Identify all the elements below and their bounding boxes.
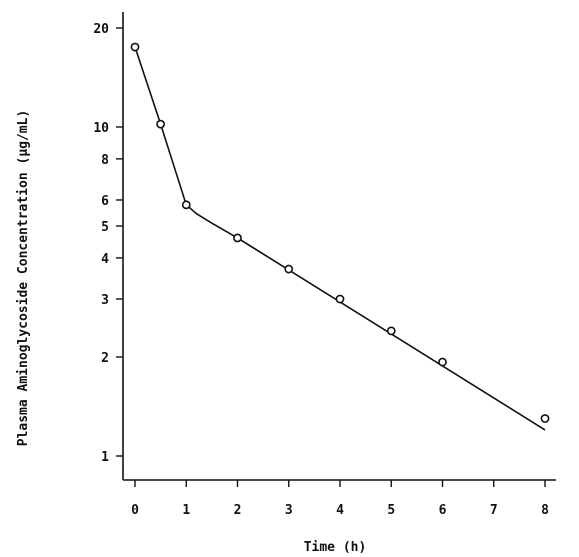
data-markers [130,42,550,423]
data-point [386,326,396,336]
ticks: 0 1 2 3 4 5 6 7 8 1 2 3 4 5 6 8 10 20 [93,22,549,518]
y-tick-label: 3 [101,293,109,308]
data-point [284,264,294,274]
y-tick-label: 5 [101,220,109,235]
fit-curve [134,46,546,431]
y-tick-label: 8 [101,153,109,168]
y-tick-label: 1 [101,450,109,465]
data-point [181,200,191,210]
data-point [130,42,140,52]
x-tick-label: 8 [541,503,549,518]
data-point [540,414,550,423]
x-tick-label: 6 [439,503,447,518]
x-axis-label: Time (h) [304,540,367,555]
y-tick-label: 4 [101,252,109,267]
data-point [438,357,447,367]
y-tick-label: 6 [101,194,109,209]
x-tick-label: 1 [182,503,190,518]
x-tick-label: 2 [234,503,242,518]
data-point [233,233,242,243]
data-point [335,294,345,304]
y-axis-label: Plasma Aminoglycoside Concentration (μg/… [16,110,31,447]
x-tick-label: 0 [131,503,139,518]
axes [122,12,556,481]
y-tick-label: 20 [93,22,109,37]
x-tick-label: 5 [387,503,395,518]
x-tick-label: 3 [285,503,293,518]
y-tick-label: 2 [101,351,109,366]
x-tick-label: 7 [490,503,498,518]
y-tick-label: 10 [93,121,109,136]
x-tick-label: 4 [336,503,344,518]
data-point [156,119,166,129]
